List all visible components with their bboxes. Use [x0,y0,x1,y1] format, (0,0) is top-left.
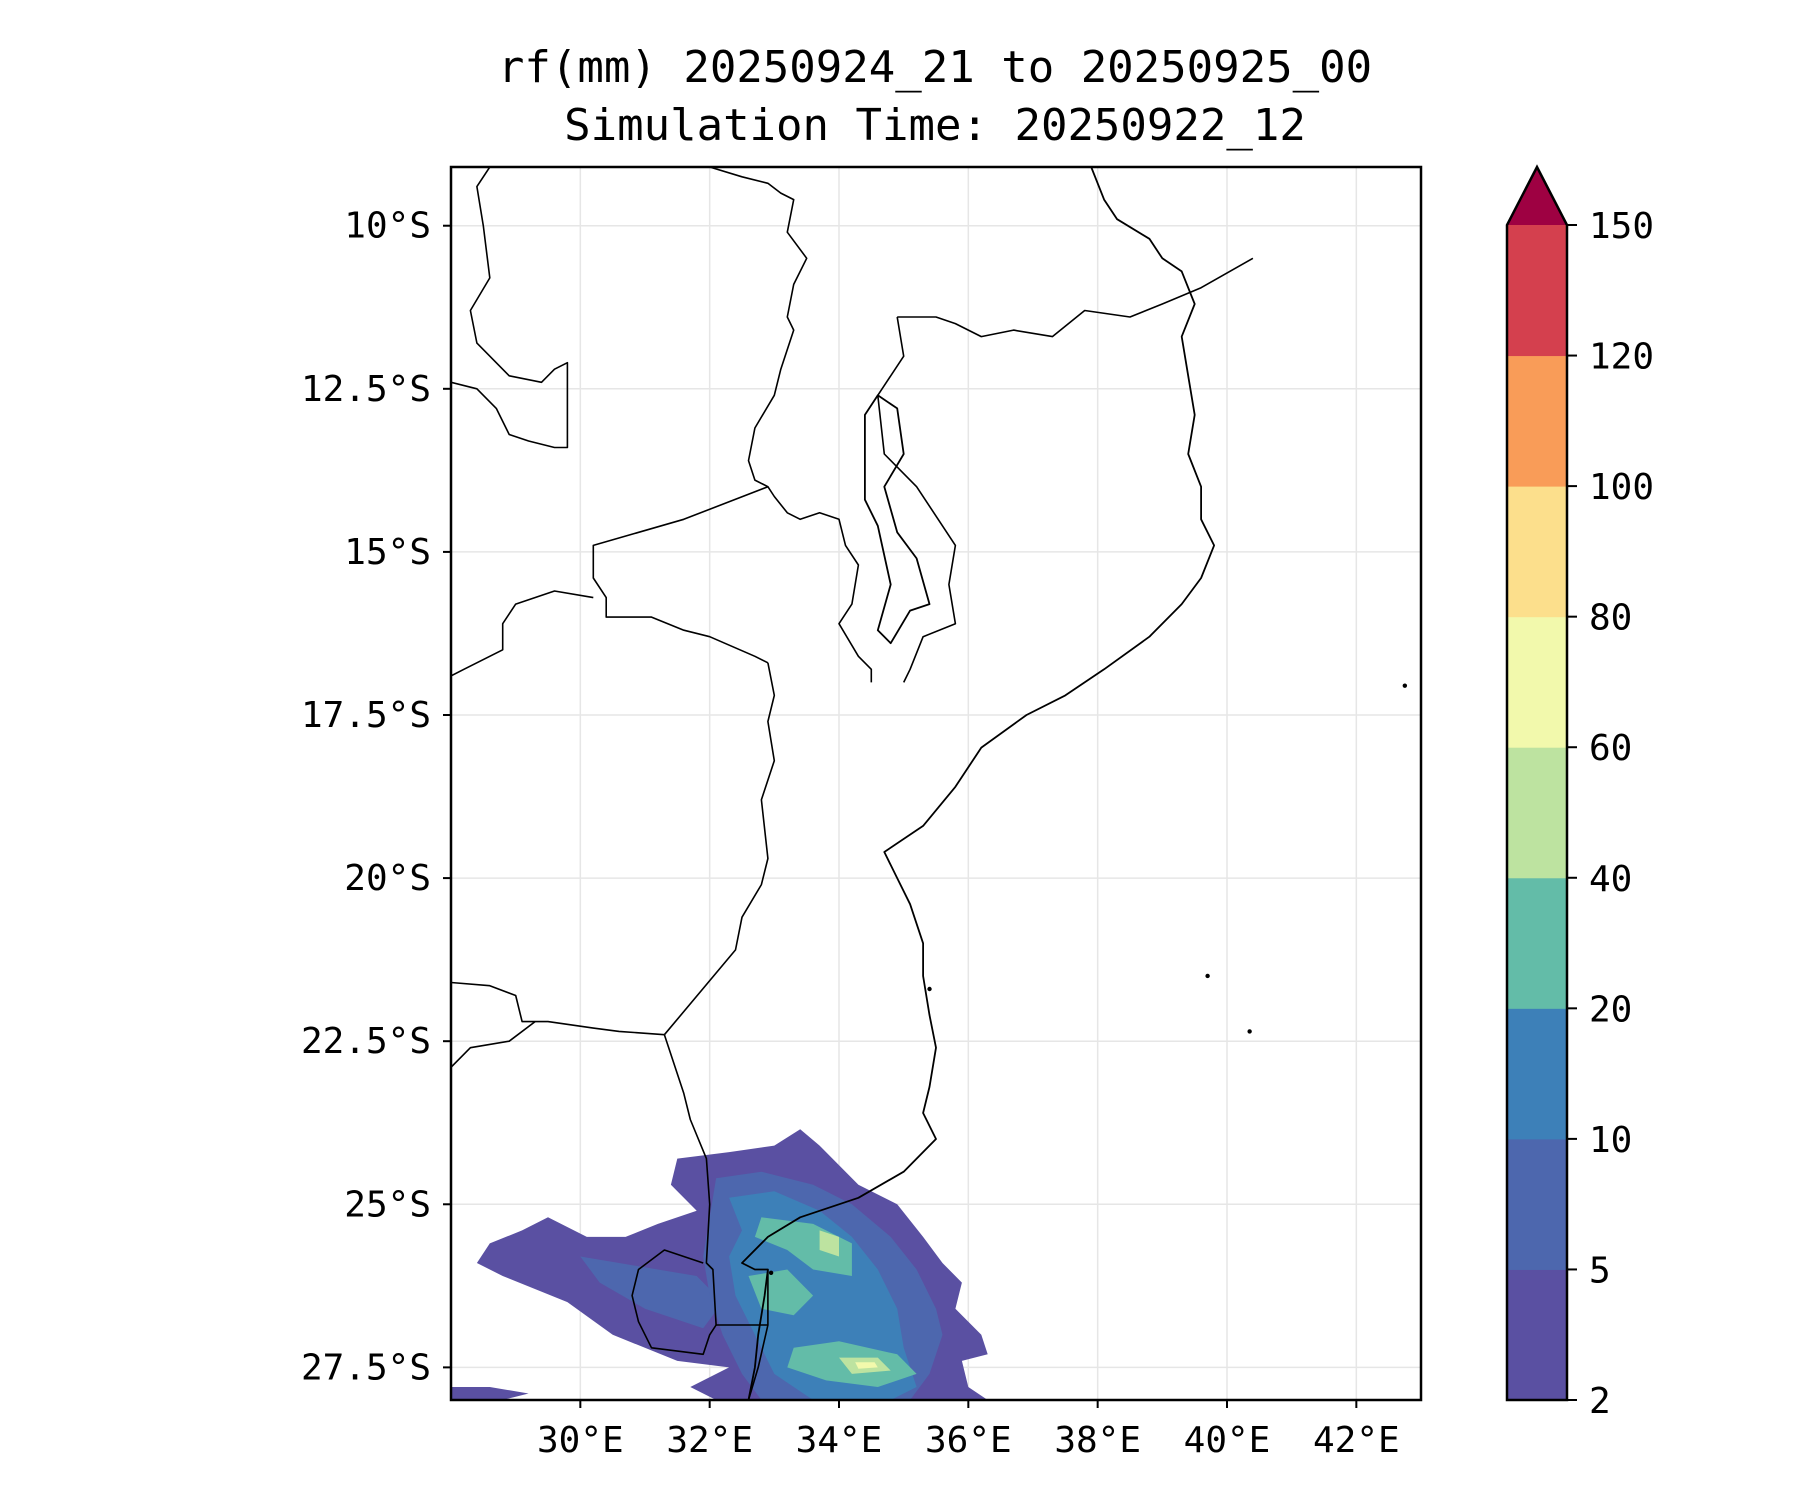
x-tick-label-30: 30°E [537,1420,624,1461]
map-frame [449,165,1423,1402]
border-sa-mozambique [663,1034,769,1326]
title-line-1: rf(mm) 20250924_21 to 20250925_00 [498,42,1372,93]
boundaries [451,167,1408,1400]
y-tick-label-m12_5: 12.5°S [301,369,431,410]
border-zambia-tanzania-malawi [709,167,873,683]
border-eswatini [631,1249,717,1356]
border-zambia-drc [451,167,569,449]
y-tick-label-m22_5: 22.5°S [301,1021,431,1062]
colorbar-label-20: 20 [1589,989,1632,1030]
x-tick-label-32: 32°E [666,1420,753,1461]
y-tick-label-m27_5: 27.5°S [301,1347,431,1388]
colorbar: 2 5 10 20 40 60 80 100 120 150 [1505,164,1654,1422]
x-tick-label-36: 36°E [925,1420,1012,1461]
y-tick-label-m17_5: 17.5°S [301,695,431,736]
colorbar-label-5: 5 [1589,1250,1611,1291]
island-europa-island [1247,1029,1252,1034]
colorbar-extend-max [1507,167,1567,225]
map-area [449,165,1423,1402]
y-tick-label-m10: 10°S [344,206,431,247]
border-zambia-mozambique [592,485,769,664]
colorbar-bin-20-40 [1507,877,1567,1009]
colorbar-bin-60-80 [1507,616,1567,748]
colorbar-label-2: 2 [1589,1381,1611,1422]
x-axis: 30°E 32°E 34°E 36°E 38°E 40°E 42°E [537,1400,1400,1461]
border-sa-north [451,1020,536,1068]
colorbar-bin-80-100 [1507,486,1567,618]
rain-area-lesotho-kzn-patch [451,1387,529,1400]
colorbar-bin-120-150 [1507,225,1567,357]
island-inhaca [768,1270,774,1275]
rain-area-gaza-coast [754,1217,852,1276]
border-zimbabwe-north [451,590,594,677]
gridlines [451,167,1421,1400]
colorbar-label-80: 80 [1589,598,1632,639]
map-background [451,167,1421,1400]
colorbar-bin-40-60 [1507,747,1567,879]
colorbar-bin-2-5 [1507,1269,1567,1401]
coastline [741,167,1215,1400]
lake-malawi-outline [864,394,931,645]
y-tick-label-m20: 20°S [344,858,431,899]
border-moz-sa-south [747,1324,769,1400]
x-tick-label-38: 38°E [1054,1420,1141,1461]
x-tick-label-34: 34°E [796,1420,883,1461]
colorbar-label-40: 40 [1589,859,1632,900]
rain-area-gaza-peak [819,1230,839,1257]
colorbar-label-120: 120 [1589,337,1654,378]
colorbar-bin-100-120 [1507,355,1567,487]
rain-area-south-africa-lowveld [580,1256,723,1329]
colorbar-label-10: 10 [1589,1120,1632,1161]
x-tick-label-42: 42°E [1313,1420,1400,1461]
island-juan-de-nova [1402,683,1408,688]
colorbar-label-100: 100 [1589,467,1654,508]
colorbar-bin-5-10 [1507,1138,1567,1270]
y-tick-label-m15: 15°S [344,532,431,573]
island-bazaruto [927,986,932,992]
border-zimbabwe-mozambique [663,662,776,1036]
colorbar-outline [1505,164,1569,1402]
border-malawi-east [877,316,957,683]
colorbar-bin-10-20 [1507,1008,1567,1140]
y-tick-label-m25: 25°S [344,1184,431,1225]
colorbar-label-60: 60 [1589,728,1632,769]
title-line-2: Simulation Time: 20250922_12 [564,100,1306,151]
colorbar-label-150: 150 [1589,206,1654,247]
y-axis: 10°S 12.5°S 15°S 17.5°S 20°S 22.5°S 25°S 27.5°S [301,206,451,1388]
rain-area-central-cell [748,1269,814,1316]
border-tanzania-mozambique [897,257,1254,338]
rain-area-southern-max [855,1362,878,1369]
x-tick-label-40: 40°E [1184,1420,1271,1461]
island-bassas-da-india [1205,973,1210,979]
